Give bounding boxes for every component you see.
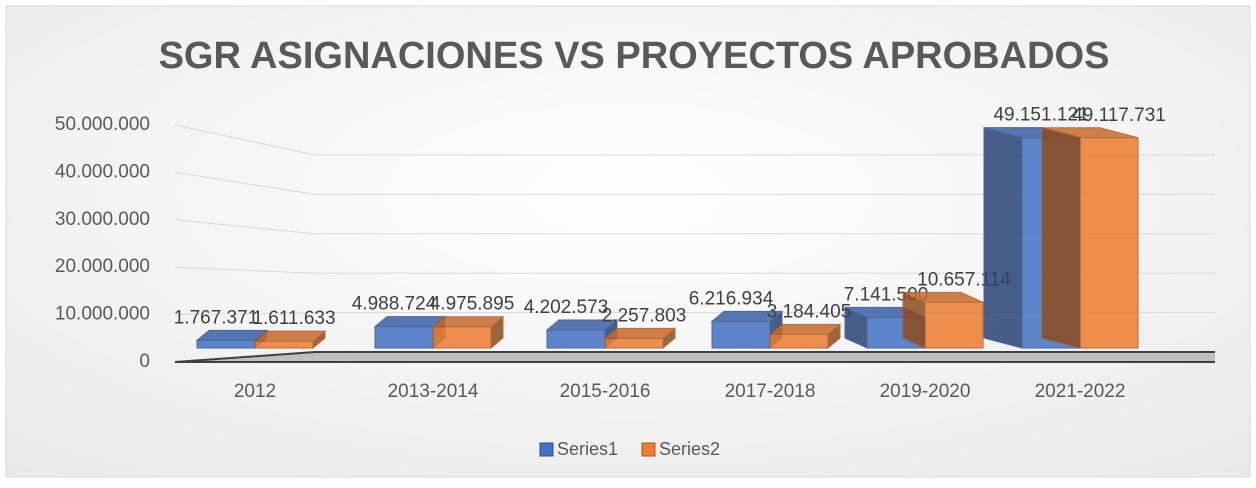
x-tick-label: 2021-2022 xyxy=(1035,381,1126,402)
data-label: 49.117.731 xyxy=(1072,105,1166,126)
grid-line xyxy=(174,219,1215,235)
bar-face xyxy=(374,326,434,349)
bar-face xyxy=(253,330,327,342)
bar xyxy=(768,323,842,350)
data-label: 1.611.633 xyxy=(252,308,335,329)
bar-face xyxy=(1079,137,1139,349)
x-tick-label: 2013-2014 xyxy=(388,381,479,402)
grid-line xyxy=(174,171,1215,195)
bar-face xyxy=(432,326,492,349)
y-tick-label: 30.000.000 xyxy=(55,209,150,230)
bar-face xyxy=(604,337,664,349)
data-label: 4.988.724 xyxy=(352,294,437,315)
legend-swatch xyxy=(539,442,554,457)
bar-face xyxy=(769,333,829,349)
bar xyxy=(603,327,677,350)
y-tick-label: 10.000.000 xyxy=(55,304,150,325)
bar-face xyxy=(603,327,677,339)
y-tick-label: 20.000.000 xyxy=(55,256,150,277)
grid-line xyxy=(174,351,1215,363)
bar-face xyxy=(711,320,771,349)
chart-title: SGR ASIGNACIONES VS PROYECTOS APROBADOS xyxy=(159,35,1110,77)
legend-label: Series2 xyxy=(659,439,720,459)
data-label: 1.767.371 xyxy=(174,307,259,328)
data-label: 6.216.934 xyxy=(689,288,774,309)
bar-face xyxy=(254,340,314,349)
bar xyxy=(431,315,505,350)
data-label: 4.202.573 xyxy=(524,297,609,318)
y-tick-label: 50.000.000 xyxy=(55,114,150,135)
x-tick-label: 2012 xyxy=(234,381,276,402)
y-tick-label: 40.000.000 xyxy=(55,161,150,182)
data-label: 2.257.803 xyxy=(602,305,687,326)
bar-face xyxy=(195,329,269,341)
data-label: 49.151.121 xyxy=(993,105,1088,126)
grid-line xyxy=(174,266,1215,274)
y-tick-label: 0 xyxy=(139,351,150,372)
bar-face xyxy=(768,323,842,335)
bar xyxy=(253,330,327,350)
data-label: 4.975.895 xyxy=(430,294,515,315)
data-label: 3.184.405 xyxy=(767,301,852,322)
bar-face xyxy=(924,301,984,349)
grid-line xyxy=(174,124,1215,156)
bar-face xyxy=(983,126,1023,349)
x-tick-label: 2015-2016 xyxy=(560,381,651,402)
legend-swatch xyxy=(641,442,656,457)
bar xyxy=(902,291,984,349)
bar-face xyxy=(431,316,505,328)
legend-label: Series1 xyxy=(557,439,618,459)
x-tick-label: 2019-2020 xyxy=(880,381,971,402)
x-tick-label: 2017-2018 xyxy=(725,381,816,402)
bar-face xyxy=(1041,127,1081,349)
bar xyxy=(1041,127,1139,349)
floor xyxy=(175,352,1215,362)
bar-face xyxy=(546,329,606,349)
bar-face xyxy=(196,339,256,349)
